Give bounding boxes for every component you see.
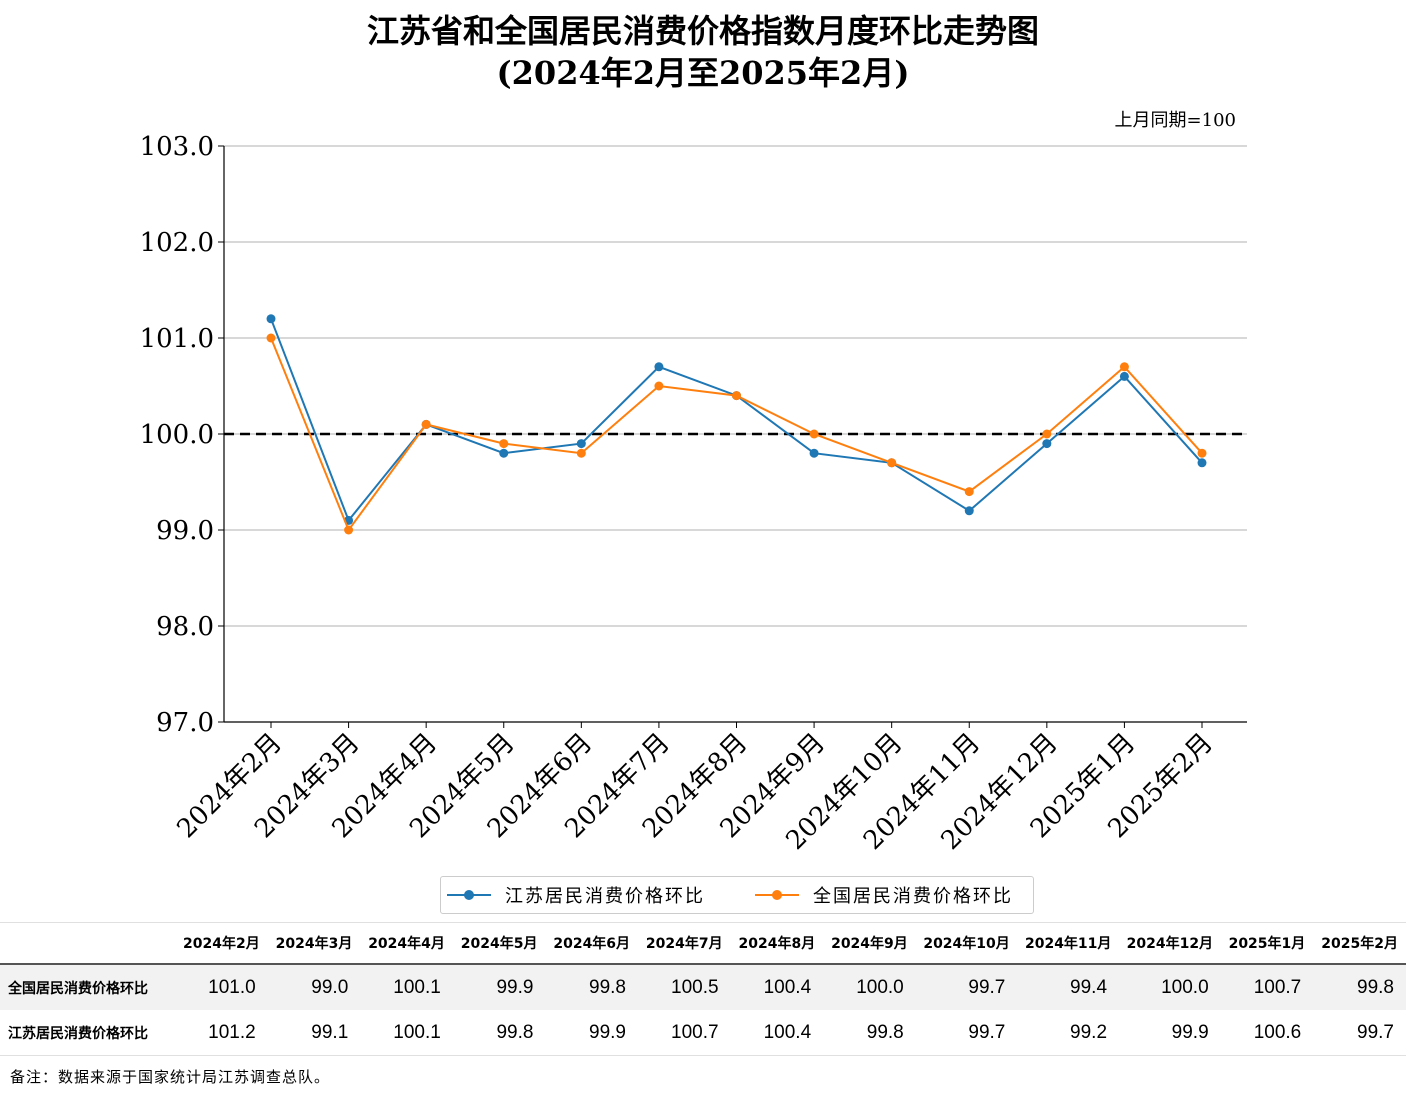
data-point-jiangsu bbox=[576, 439, 586, 449]
table-cell: 100.4 bbox=[763, 1021, 812, 1043]
table-header: 2025年2月 bbox=[1321, 936, 1398, 952]
table-cell: 101.0 bbox=[208, 976, 256, 998]
line-chart: 97.098.099.0100.0101.0102.0103.02024年2月2… bbox=[140, 132, 1247, 856]
table-cell: 99.8 bbox=[866, 1021, 904, 1043]
data-point-national bbox=[964, 487, 974, 497]
table-cell: 99.0 bbox=[311, 976, 349, 998]
data-table: 2024年2月 2024年3月 2024年4月 2024年5月 2024年6月 … bbox=[0, 922, 1406, 1056]
table-header: 2024年9月 bbox=[831, 936, 908, 952]
table-cell: 99.8 bbox=[496, 1021, 534, 1043]
table-cell: 100.7 bbox=[1253, 976, 1302, 998]
table-header: 2024年8月 bbox=[738, 936, 816, 952]
row-label-national: 全国居民消费价格环比 bbox=[8, 980, 148, 997]
table-header: 2024年3月 bbox=[275, 936, 353, 952]
table-header: 2024年11月 bbox=[1024, 936, 1112, 952]
y-tick-label: 98.0 bbox=[156, 612, 214, 642]
legend-swatch-national bbox=[755, 888, 799, 902]
table-cell: 99.1 bbox=[311, 1021, 349, 1043]
data-point-national bbox=[732, 391, 741, 401]
data-point-jiangsu bbox=[266, 314, 276, 324]
legend-item-national: 全国居民消费价格环比 bbox=[755, 877, 1013, 913]
table-cell: 100.0 bbox=[1161, 976, 1209, 998]
y-tick-label: 97.0 bbox=[156, 708, 214, 738]
table-cell: 99.8 bbox=[1357, 976, 1394, 998]
table-cell: 101.2 bbox=[208, 1021, 256, 1043]
legend-marker-jiangsu bbox=[464, 890, 474, 900]
data-point-jiangsu bbox=[809, 448, 819, 458]
y-tick-label: 100.0 bbox=[140, 420, 214, 450]
table-cell: 99.9 bbox=[1171, 1021, 1209, 1043]
table-header: 2024年4月 bbox=[368, 936, 445, 952]
table-cell: 100.1 bbox=[393, 1021, 441, 1043]
data-point-national bbox=[654, 381, 664, 391]
table-header: 2024年5月 bbox=[460, 936, 538, 952]
row-label-jiangsu: 江苏居民消费价格环比 bbox=[8, 1025, 148, 1042]
data-point-jiangsu bbox=[654, 362, 664, 372]
data-point-national bbox=[887, 458, 897, 468]
y-tick-label: 102.0 bbox=[140, 228, 214, 258]
source-note: 备注：数据来源于国家统计局江苏调查总队。 bbox=[10, 1068, 331, 1086]
data-point-national bbox=[266, 333, 276, 343]
table-cell: 99.7 bbox=[968, 976, 1006, 998]
table-cell: 99.7 bbox=[1357, 1021, 1394, 1043]
data-point-jiangsu bbox=[499, 448, 509, 458]
chart-legend: 江苏居民消费价格环比 全国居民消费价格环比 bbox=[440, 876, 1034, 914]
legend-label-jiangsu: 江苏居民消费价格环比 bbox=[505, 886, 705, 907]
table-cell: 99.2 bbox=[1070, 1021, 1108, 1043]
legend-label-national: 全国居民消费价格环比 bbox=[813, 886, 1013, 907]
table-cell: 100.5 bbox=[671, 976, 719, 998]
table-header: 2025年1月 bbox=[1228, 936, 1306, 952]
data-point-jiangsu bbox=[1042, 439, 1052, 449]
table-cell: 99.7 bbox=[968, 1021, 1006, 1043]
data-point-jiangsu bbox=[964, 506, 974, 516]
unit-label: 上月同期=100 bbox=[1114, 110, 1236, 131]
chart-subtitle: (2024年2月至2025年2月) bbox=[496, 54, 910, 92]
legend-marker-national bbox=[772, 890, 782, 900]
data-point-jiangsu bbox=[1197, 458, 1207, 468]
data-point-national bbox=[499, 439, 509, 449]
data-point-national bbox=[576, 448, 586, 458]
table-cell: 100.4 bbox=[763, 976, 812, 998]
table-corner-cell bbox=[0, 923, 175, 965]
table-row-jiangsu: 江苏居民消费价格环比 101.2 99.1 100.1 99.8 99.9 10… bbox=[0, 1010, 1406, 1056]
chart-title: 江苏省和全国居民消费价格指数月度环比走势图 bbox=[366, 12, 1039, 50]
table-cell: 99.8 bbox=[589, 976, 626, 998]
legend-swatch-jiangsu bbox=[447, 888, 491, 902]
legend-item-jiangsu: 江苏居民消费价格环比 bbox=[447, 877, 705, 913]
table-header: 2024年10月 bbox=[923, 936, 1010, 952]
table-header: 2024年2月 bbox=[183, 936, 260, 952]
data-point-jiangsu bbox=[1119, 371, 1129, 381]
table-cell: 100.1 bbox=[393, 976, 441, 998]
table-cell: 100.7 bbox=[671, 1021, 719, 1043]
data-point-national bbox=[1042, 429, 1052, 439]
y-tick-label: 99.0 bbox=[156, 516, 214, 546]
table-header: 2024年7月 bbox=[645, 936, 723, 952]
table-header: 2024年12月 bbox=[1126, 936, 1214, 952]
table-cell: 99.4 bbox=[1070, 976, 1108, 998]
table-cell: 99.9 bbox=[496, 976, 534, 998]
y-tick-label: 101.0 bbox=[140, 324, 214, 354]
data-point-national bbox=[421, 419, 431, 429]
table-header: 2024年6月 bbox=[553, 936, 631, 952]
data-point-national bbox=[344, 525, 354, 535]
table-cell: 100.6 bbox=[1253, 1021, 1302, 1043]
table-cell: 100.0 bbox=[856, 976, 904, 998]
data-point-national bbox=[1119, 362, 1129, 372]
table-header-row: 2024年2月 2024年3月 2024年4月 2024年5月 2024年6月 … bbox=[0, 922, 1406, 965]
data-point-national bbox=[809, 429, 819, 439]
table-cell: 99.9 bbox=[589, 1021, 626, 1043]
y-tick-label: 103.0 bbox=[140, 132, 214, 162]
data-point-national bbox=[1197, 448, 1207, 458]
table-row-national: 全国居民消费价格环比 101.0 99.0 100.1 99.9 99.8 10… bbox=[0, 964, 1406, 1010]
